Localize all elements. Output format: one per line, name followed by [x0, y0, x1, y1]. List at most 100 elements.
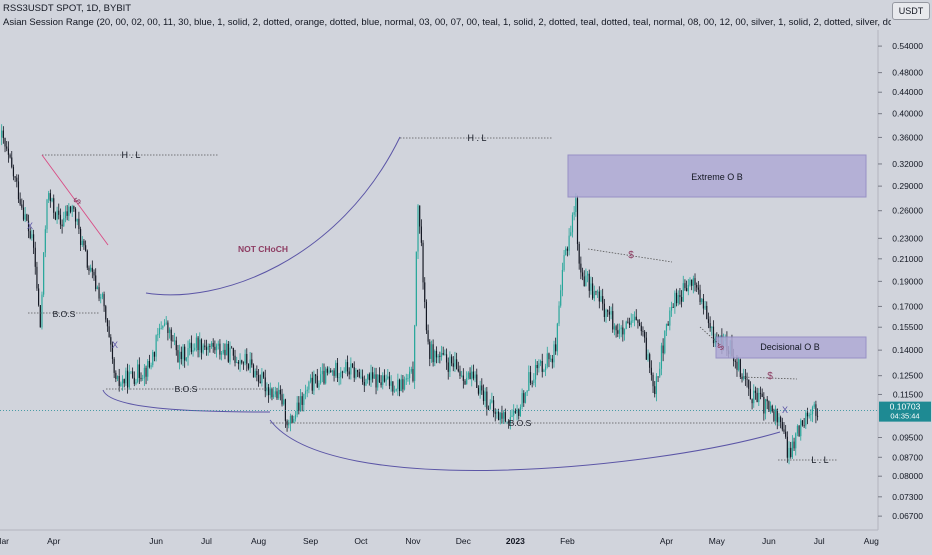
candle-body — [335, 362, 337, 376]
candle-body — [645, 337, 647, 360]
candle-body — [545, 366, 547, 371]
candle-body — [568, 235, 570, 251]
candle-body — [739, 359, 741, 378]
candle-body — [786, 436, 788, 458]
candle-body — [704, 305, 706, 309]
candle-body — [424, 282, 426, 302]
extreme-ob-zone[interactable] — [567, 154, 867, 198]
x-marker-1: X — [27, 221, 33, 231]
candle-body — [318, 383, 320, 388]
candle-body — [380, 382, 382, 386]
candle-body — [516, 409, 518, 413]
candle-body — [246, 353, 248, 364]
candle-body — [395, 389, 397, 391]
candle-body — [41, 294, 43, 328]
candle-body — [696, 284, 698, 288]
candle-body — [457, 369, 459, 372]
candle-body — [9, 154, 11, 158]
candle-body — [491, 400, 493, 403]
candle-body — [153, 352, 156, 357]
candle-body — [294, 414, 297, 420]
candle-body — [798, 425, 800, 437]
candle-body — [179, 351, 181, 363]
candle-body — [100, 297, 102, 299]
candle-body — [440, 353, 443, 357]
candle-body — [237, 362, 239, 364]
candle-body — [157, 334, 159, 336]
candle-body — [96, 287, 98, 290]
candle-body — [437, 355, 439, 358]
candle-body — [212, 343, 214, 347]
candle-body — [489, 402, 491, 409]
candle-body — [283, 399, 285, 405]
candle-body — [249, 359, 251, 369]
liquidity-line-2 — [741, 376, 798, 380]
candle-body — [323, 370, 325, 384]
candle-body — [148, 360, 150, 368]
candle-body — [200, 339, 203, 353]
candle-body — [304, 391, 307, 394]
candle-body — [699, 289, 701, 302]
candle-body — [659, 368, 661, 377]
bos-label-1: B.O.S — [53, 309, 76, 319]
candle-body — [548, 353, 550, 360]
candle-body — [74, 208, 77, 222]
candle-body — [640, 325, 642, 332]
candle-body — [362, 376, 364, 383]
candle-body — [382, 375, 384, 386]
candle-body — [353, 367, 355, 378]
candle-body — [795, 433, 797, 449]
candle-body — [256, 371, 258, 376]
indicator-legend[interactable]: Asian Session Range (20, 00, 02, 00, 11,… — [3, 17, 891, 28]
currency-selector[interactable]: USDT — [892, 2, 930, 20]
candle-body — [469, 372, 471, 380]
time-tick-label: Apr — [660, 536, 673, 546]
candle-body — [776, 409, 778, 423]
candle-body — [754, 390, 757, 393]
candle-body — [365, 379, 367, 386]
candle-body — [766, 399, 768, 402]
candle-body — [76, 218, 78, 222]
candle-body — [296, 402, 298, 415]
candle-body — [341, 371, 344, 373]
candle-body — [299, 396, 302, 411]
candle-body — [415, 251, 417, 326]
candle-body — [320, 374, 322, 384]
current-price-badge — [879, 401, 931, 422]
candle-body — [511, 415, 513, 417]
decisional-ob-zone[interactable] — [715, 336, 867, 359]
price-tick-label: 0.54000 — [892, 41, 923, 51]
candle-body — [576, 198, 579, 245]
candle-body — [103, 294, 105, 307]
candle-body — [546, 353, 548, 367]
candle-body — [158, 328, 161, 335]
candle-body — [474, 374, 476, 379]
candle-body — [345, 362, 347, 372]
candle-body — [781, 421, 783, 430]
candle-body — [746, 378, 748, 380]
candle-body — [133, 377, 135, 384]
candle-body — [422, 242, 424, 283]
candle-body — [194, 347, 196, 351]
x-marker-2: X — [112, 340, 118, 350]
candle-body — [98, 287, 100, 299]
candle-body — [271, 388, 273, 398]
candle-body — [360, 376, 362, 378]
candle-body — [145, 367, 147, 377]
candle-body — [514, 410, 516, 413]
candle-body — [7, 148, 9, 155]
candle-body — [358, 372, 360, 377]
candle-body — [142, 378, 144, 380]
liquidity-marker-2: $ — [628, 250, 634, 261]
candle-body — [90, 267, 92, 271]
candle-body — [180, 351, 182, 360]
candle-body — [22, 207, 25, 220]
candle-body — [674, 292, 676, 308]
candle-body — [707, 319, 710, 324]
candle-body — [748, 379, 750, 389]
candle-body — [580, 263, 582, 273]
candle-body — [743, 376, 745, 380]
